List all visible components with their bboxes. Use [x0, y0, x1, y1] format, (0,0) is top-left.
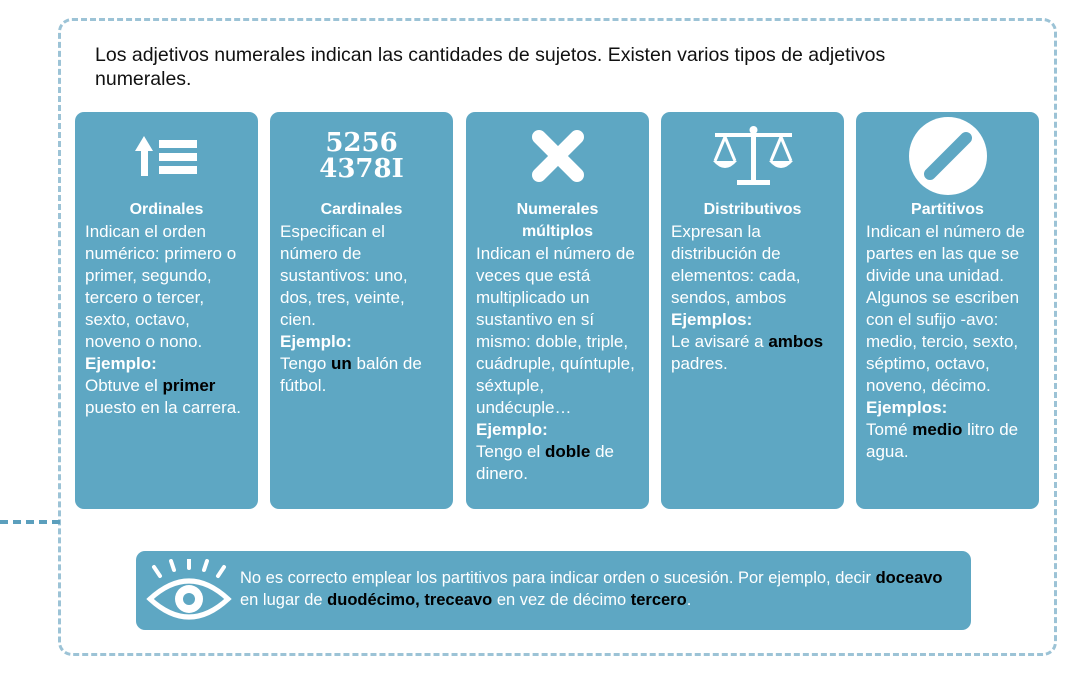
card-partitivos: Partitivos Indican el número de partes e…: [856, 112, 1039, 509]
card-body: Indican el orden numérico: primero o pri…: [85, 222, 237, 351]
dashed-frame: [58, 18, 1057, 656]
numbers-line-1: 5256: [325, 128, 398, 158]
example-text-end: balón de fútbol.: [280, 354, 422, 395]
note-text: No es correcto emplear los partitivos pa…: [240, 567, 960, 611]
card-title: Cardinales: [320, 201, 403, 218]
balance-scale-icon: [671, 116, 834, 196]
example-highlight: doble: [545, 442, 591, 461]
example-highlight: un: [331, 354, 352, 373]
example-text-end: de dinero.: [476, 442, 614, 483]
example-text-end: puesto en la carrera.: [85, 398, 241, 417]
note-highlight-1: doceavo: [875, 569, 943, 587]
card-body: Especifican el número de sustantivos: un…: [280, 222, 408, 329]
slash-circle-icon: [866, 116, 1029, 196]
card-body: Expresan la distribución de elementos: c…: [671, 222, 801, 307]
card-ordinales: Ordinales Indican el orden numérico: pri…: [75, 112, 258, 509]
example-text: Tomé: [866, 420, 913, 439]
example-text-end: padres.: [671, 354, 728, 373]
card-distributivos: Distributivos Expresan la distribución d…: [661, 112, 844, 509]
card-multiplos: Numerales múltiplos Indican el número de…: [466, 112, 649, 509]
example-label: Ejemplos:: [671, 310, 753, 329]
example-highlight: medio: [912, 420, 963, 439]
example-highlight: ambos: [768, 332, 824, 351]
example-label: Ejemplo:: [85, 354, 157, 373]
example-text: Le avisaré a: [671, 332, 769, 351]
card-cardinales: 5256 4378I Cardinales Especifican el núm…: [270, 112, 453, 509]
card-title: Partitivos: [911, 201, 984, 218]
note-text-4: en vez de décimo: [492, 591, 631, 609]
note-highlight-4: tercero: [630, 591, 687, 609]
eye-icon: [146, 557, 232, 626]
note-text-2: en lugar de: [240, 591, 328, 609]
card-body: Indican el número de veces que está mult…: [476, 244, 635, 417]
intro-text: Los adjetivos numerales indican las cant…: [95, 44, 886, 90]
ordinal-list-icon: [85, 116, 248, 196]
example-text: Obtuve el: [85, 376, 163, 395]
numbers-icon: 5256 4378I: [280, 116, 443, 196]
example-text-end: litro de agua.: [866, 420, 1019, 461]
numbers-line-2: 4378I: [319, 154, 404, 184]
example-label: Ejemplos:: [866, 398, 948, 417]
example-text: Tengo el: [476, 442, 545, 461]
card-title: Numerales múltiplos: [516, 201, 599, 240]
multiply-icon: [476, 116, 639, 196]
example-label: Ejemplo:: [476, 420, 548, 439]
note-highlight-2: duodécimo,: [327, 591, 420, 609]
card-body: Indican el número de partes en las que s…: [866, 222, 1025, 395]
note-text-5: .: [686, 591, 692, 609]
card-title: Ordinales: [129, 201, 204, 218]
card-title: Distributivos: [703, 201, 802, 218]
note-text-1: No es correcto emplear los partitivos pa…: [240, 569, 876, 587]
example-highlight: primer: [162, 376, 216, 395]
note-box: No es correcto emplear los partitivos pa…: [136, 551, 971, 630]
dashed-connector: [0, 520, 60, 524]
note-highlight-3: treceavo: [424, 591, 493, 609]
example-label: Ejemplo:: [280, 332, 352, 351]
example-text: Tengo: [280, 354, 332, 373]
